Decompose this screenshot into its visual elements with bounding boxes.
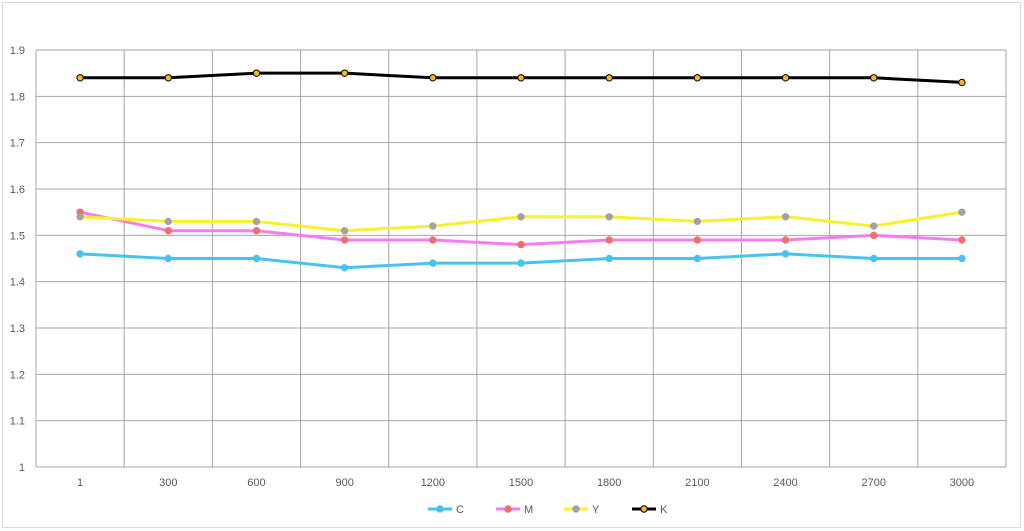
data-point-y (164, 217, 172, 226)
legend-marker (572, 505, 580, 513)
data-point-y (781, 213, 790, 221)
x-tick-label: 300 (159, 477, 177, 489)
x-tick-label: 2400 (773, 477, 797, 489)
data-point-c (252, 254, 261, 263)
data-point-m (517, 240, 525, 249)
legend-marker (436, 505, 444, 513)
legend-label: K (660, 504, 668, 516)
data-point-c (429, 259, 437, 267)
series-k (76, 69, 966, 87)
data-point-m (781, 236, 790, 244)
y-tick-label: 1.8 (10, 91, 25, 103)
series-c (76, 250, 966, 272)
data-point-y (76, 213, 84, 221)
data-point-k (605, 74, 613, 82)
x-tick-label: 1500 (509, 477, 533, 489)
x-tick-label: 1800 (597, 477, 621, 489)
data-point-k (517, 74, 525, 82)
data-point-y (429, 222, 437, 230)
y-tick-label: 1.6 (10, 184, 25, 196)
y-tick-label: 1.2 (10, 369, 25, 381)
series (76, 69, 966, 272)
data-point-k (76, 74, 84, 82)
data-point-k (340, 69, 349, 77)
data-point-c (958, 254, 966, 263)
legend-label: Y (592, 504, 600, 516)
series-y (76, 208, 966, 235)
data-point-m (870, 231, 878, 240)
data-point-c (76, 250, 84, 258)
legend-item-m: M (496, 504, 533, 516)
data-point-c (870, 254, 878, 263)
data-point-m (958, 236, 966, 244)
x-tick-label: 600 (247, 477, 265, 489)
data-point-k (958, 78, 966, 87)
gridlines (35, 49, 1007, 468)
data-point-c (693, 254, 702, 263)
data-point-y (517, 213, 525, 221)
axes: 1 1.1 1.2 1.3 1.4 1.5 1.6 1.7 1.8 1.9 1 300 600 900 12… (10, 45, 974, 489)
data-point-m (429, 236, 437, 244)
x-tick-label: 1200 (421, 477, 445, 489)
legend-item-c: C (428, 504, 464, 516)
data-point-k (693, 74, 702, 82)
y-tick-label: 1.1 (10, 416, 25, 428)
y-tick-label: 1.3 (10, 323, 25, 335)
data-point-k (252, 69, 261, 77)
data-point-c (781, 250, 790, 258)
legend-label: M (524, 504, 533, 516)
data-point-k (870, 74, 878, 82)
legend-item-y: Y (564, 504, 600, 516)
data-point-m (693, 236, 702, 244)
y-tick-label: 1.7 (10, 138, 25, 150)
x-tick-label: 900 (335, 477, 353, 489)
legend-marker (504, 505, 512, 513)
data-point-m (340, 236, 349, 244)
data-point-k (429, 74, 437, 82)
y-tick-label: 1.5 (10, 230, 25, 242)
data-point-m (164, 227, 172, 235)
data-point-c (605, 254, 613, 263)
data-point-k (781, 74, 790, 82)
data-point-y (252, 217, 261, 226)
data-point-y (693, 217, 702, 226)
data-point-c (164, 254, 172, 263)
data-point-y (605, 213, 613, 221)
data-point-y (870, 222, 878, 230)
x-tick-label: 2100 (685, 477, 709, 489)
data-point-m (252, 227, 261, 235)
data-point-m (605, 236, 613, 244)
data-point-y (958, 208, 966, 216)
legend-item-k: K (632, 504, 668, 516)
y-tick-label: 1.4 (10, 277, 25, 289)
data-point-c (517, 259, 525, 267)
data-point-c (340, 264, 349, 272)
y-tick-label: 1 (19, 462, 25, 474)
data-point-k (164, 74, 172, 82)
legend-marker (640, 505, 648, 513)
x-tick-label: 1 (77, 477, 83, 489)
x-tick-label: 3000 (950, 477, 974, 489)
series-m (76, 208, 966, 249)
legend-label: C (456, 504, 464, 516)
y-tick-label: 1.9 (10, 45, 25, 57)
x-tick-label: 2700 (861, 477, 885, 489)
data-point-y (340, 227, 349, 235)
